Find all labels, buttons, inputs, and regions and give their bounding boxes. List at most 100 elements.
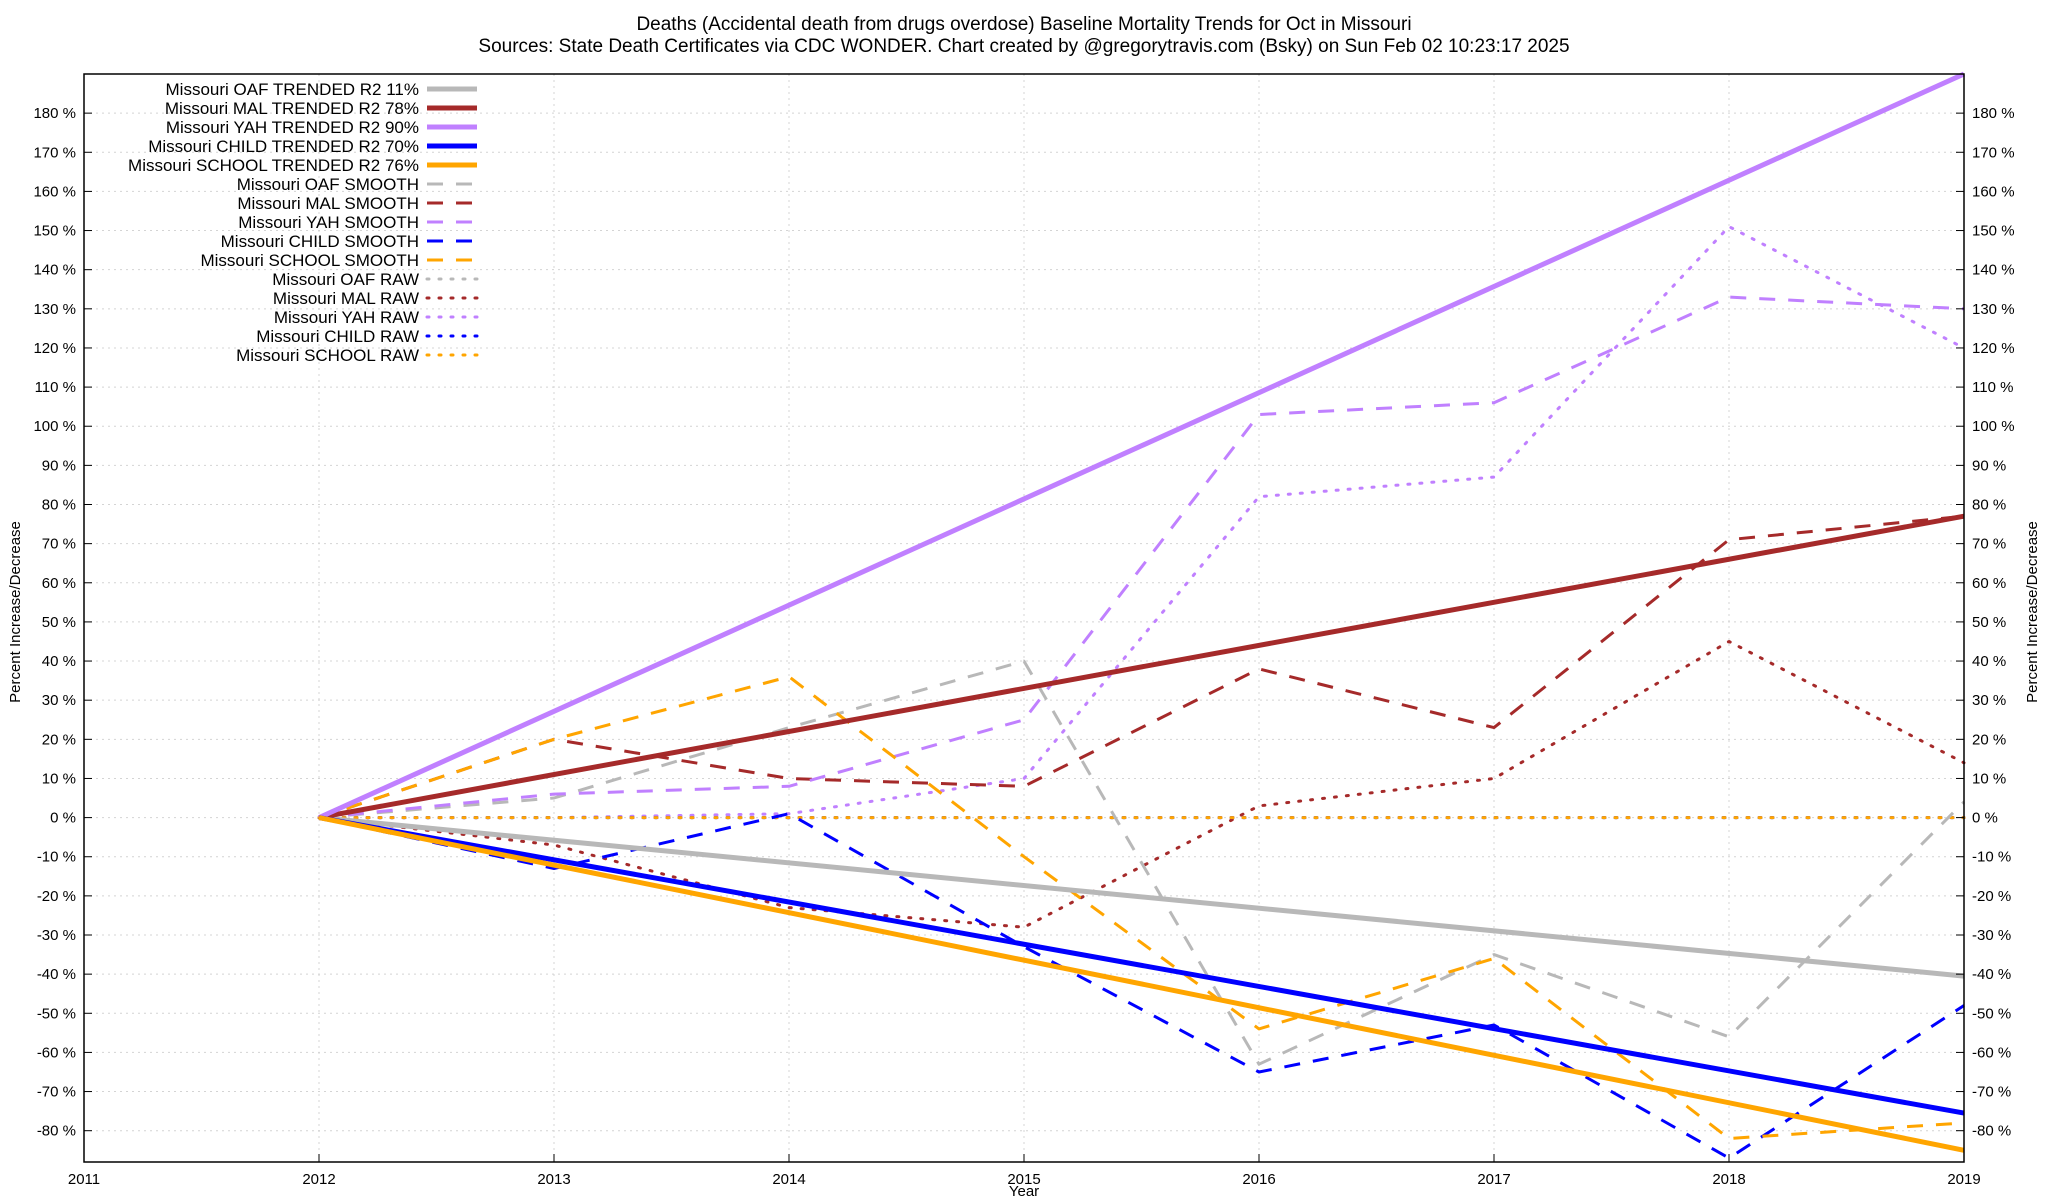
series-line-child-smooth: [318, 812, 1965, 1160]
x-tick-label: 2018: [1712, 1171, 1745, 1188]
y-tick-label: 40 %: [42, 653, 76, 670]
x-tick-label: 2012: [302, 1171, 335, 1188]
series-line-school-smooth: [318, 675, 1965, 1140]
y2-tick-label: -30 %: [1972, 927, 2011, 944]
y2-tick-label: 80 %: [1972, 497, 2006, 514]
y-tick-label: -30 %: [37, 927, 76, 944]
y-tick-label: -80 %: [37, 1123, 76, 1140]
y-tick-label: 140 %: [33, 262, 76, 279]
x-tick-label: 2019: [1947, 1171, 1980, 1188]
y2-tick-label: 10 %: [1972, 770, 2006, 787]
axis-ticks: 2011 2012 2013 2014 2015 2016 2017 2018 2019 -80 …: [33, 105, 2014, 1188]
legend-label: Missouri OAF RAW: [272, 270, 419, 289]
series-line-yah-trended: [317, 71, 1966, 820]
y2-tick-label: 90 %: [1972, 457, 2006, 474]
legend-label: Missouri CHILD TRENDED R2 70%: [148, 137, 419, 156]
legend-label: Missouri OAF SMOOTH: [237, 175, 419, 194]
y2-tick-label: 0 %: [1972, 810, 1998, 827]
y2-tick-label: 100 %: [1972, 418, 2015, 435]
y2-tick-label: 70 %: [1972, 536, 2006, 553]
series-line-mal-raw: [317, 640, 1966, 929]
y-tick-label: -60 %: [37, 1044, 76, 1061]
legend: Missouri OAF TRENDED R2 11%Missouri MAL …: [128, 80, 479, 365]
grid: [83, 74, 1965, 1162]
series-line-oaf-trended: [318, 815, 1965, 979]
y-tick-label: 90 %: [42, 457, 76, 474]
series-line-oaf-smooth: [318, 659, 1966, 1066]
y2-tick-label: 170 %: [1972, 144, 2015, 161]
y-tick-label: 20 %: [42, 731, 76, 748]
y2-tick-label: 120 %: [1972, 340, 2015, 357]
series-line-mal-trended: [318, 513, 1965, 821]
y2-tick-label: -80 %: [1972, 1123, 2011, 1140]
y-tick-label: 30 %: [42, 692, 76, 709]
y-tick-label: 160 %: [33, 183, 76, 200]
y2-tick-label: 40 %: [1972, 653, 2006, 670]
y2-tick-label: 140 %: [1972, 262, 2015, 279]
series-line-child-trended: [318, 815, 1965, 1116]
x-tick-label: 2014: [772, 1171, 805, 1188]
y-tick-label: -20 %: [37, 888, 76, 905]
y2-tick-label: 20 %: [1972, 731, 2006, 748]
x-tick-label: 2016: [1242, 1171, 1275, 1188]
y-tick-label: -40 %: [37, 966, 76, 983]
legend-label: Missouri CHILD RAW: [256, 327, 419, 346]
y2-tick-label: -70 %: [1972, 1084, 2011, 1101]
y-tick-label: 170 %: [33, 144, 76, 161]
y2-tick-label: 180 %: [1972, 105, 2015, 122]
y-tick-label: 150 %: [33, 223, 76, 240]
y2-tick-label: -50 %: [1972, 1005, 2011, 1022]
series-line-school-trended: [318, 815, 1965, 1153]
chart-title: Deaths (Accidental death from drugs over…: [636, 14, 1411, 35]
series-line-mal-smooth: [318, 514, 1965, 820]
y2-tick-label: -10 %: [1972, 849, 2011, 866]
legend-label: Missouri OAF TRENDED R2 11%: [166, 80, 419, 99]
y-axis-label: Percent Increase/Decrease: [7, 521, 24, 703]
y2-tick-label: 50 %: [1972, 614, 2006, 631]
y2-tick-label: 60 %: [1972, 575, 2006, 592]
y-tick-label: -50 %: [37, 1005, 76, 1022]
y-tick-label: 120 %: [33, 340, 76, 357]
y2-tick-label: -20 %: [1972, 888, 2011, 905]
y2-tick-label: 160 %: [1972, 183, 2015, 200]
legend-label: Missouri MAL TRENDED R2 78%: [165, 99, 419, 118]
x-axis-label: Year: [1009, 1183, 1039, 1200]
y-tick-label: 130 %: [33, 301, 76, 318]
legend-label: Missouri YAH SMOOTH: [238, 213, 419, 232]
y2-tick-label: 30 %: [1972, 692, 2006, 709]
y-tick-label: -10 %: [37, 849, 76, 866]
y2-tick-label: -60 %: [1972, 1044, 2011, 1061]
legend-label: Missouri YAH RAW: [274, 308, 419, 327]
legend-label: Missouri YAH TRENDED R2 90%: [166, 118, 419, 137]
chart-subtitle: Sources: State Death Certificates via CD…: [478, 36, 1569, 57]
y2-tick-label: 130 %: [1972, 301, 2015, 318]
y2-tick-label: 150 %: [1972, 223, 2015, 240]
legend-label: Missouri CHILD SMOOTH: [221, 232, 419, 251]
y-tick-label: 50 %: [42, 614, 76, 631]
y-tick-label: 60 %: [42, 575, 76, 592]
y2-tick-label: 110 %: [1972, 379, 2013, 396]
y2-axis-label: Percent Increase/Decrease: [2024, 521, 2041, 703]
y-tick-label: 100 %: [33, 418, 76, 435]
y2-tick-label: -40 %: [1972, 966, 2011, 983]
series-line-yah-raw: [317, 225, 1966, 820]
series-lines: [317, 71, 1966, 1160]
y-tick-label: 70 %: [42, 536, 76, 553]
y-tick-label: 0 %: [50, 810, 76, 827]
y-tick-label: 10 %: [42, 770, 76, 787]
y-tick-label: -70 %: [37, 1084, 76, 1101]
legend-label: Missouri MAL RAW: [273, 289, 419, 308]
series-line-yah-smooth: [318, 295, 1965, 820]
y-tick-label: 180 %: [33, 105, 76, 122]
y-tick-label: 80 %: [42, 497, 76, 514]
x-tick-label: 2015: [1007, 1171, 1040, 1188]
x-tick-label: 2011: [68, 1171, 100, 1188]
legend-label: Missouri SCHOOL SMOOTH: [200, 251, 419, 270]
legend-label: Missouri SCHOOL TRENDED R2 76%: [128, 156, 419, 175]
legend-label: Missouri MAL SMOOTH: [237, 194, 419, 213]
x-tick-label: 2017: [1477, 1171, 1510, 1188]
y-tick-label: 110 %: [35, 379, 76, 396]
x-tick-label: 2013: [537, 1171, 570, 1188]
legend-label: Missouri SCHOOL RAW: [236, 346, 419, 365]
